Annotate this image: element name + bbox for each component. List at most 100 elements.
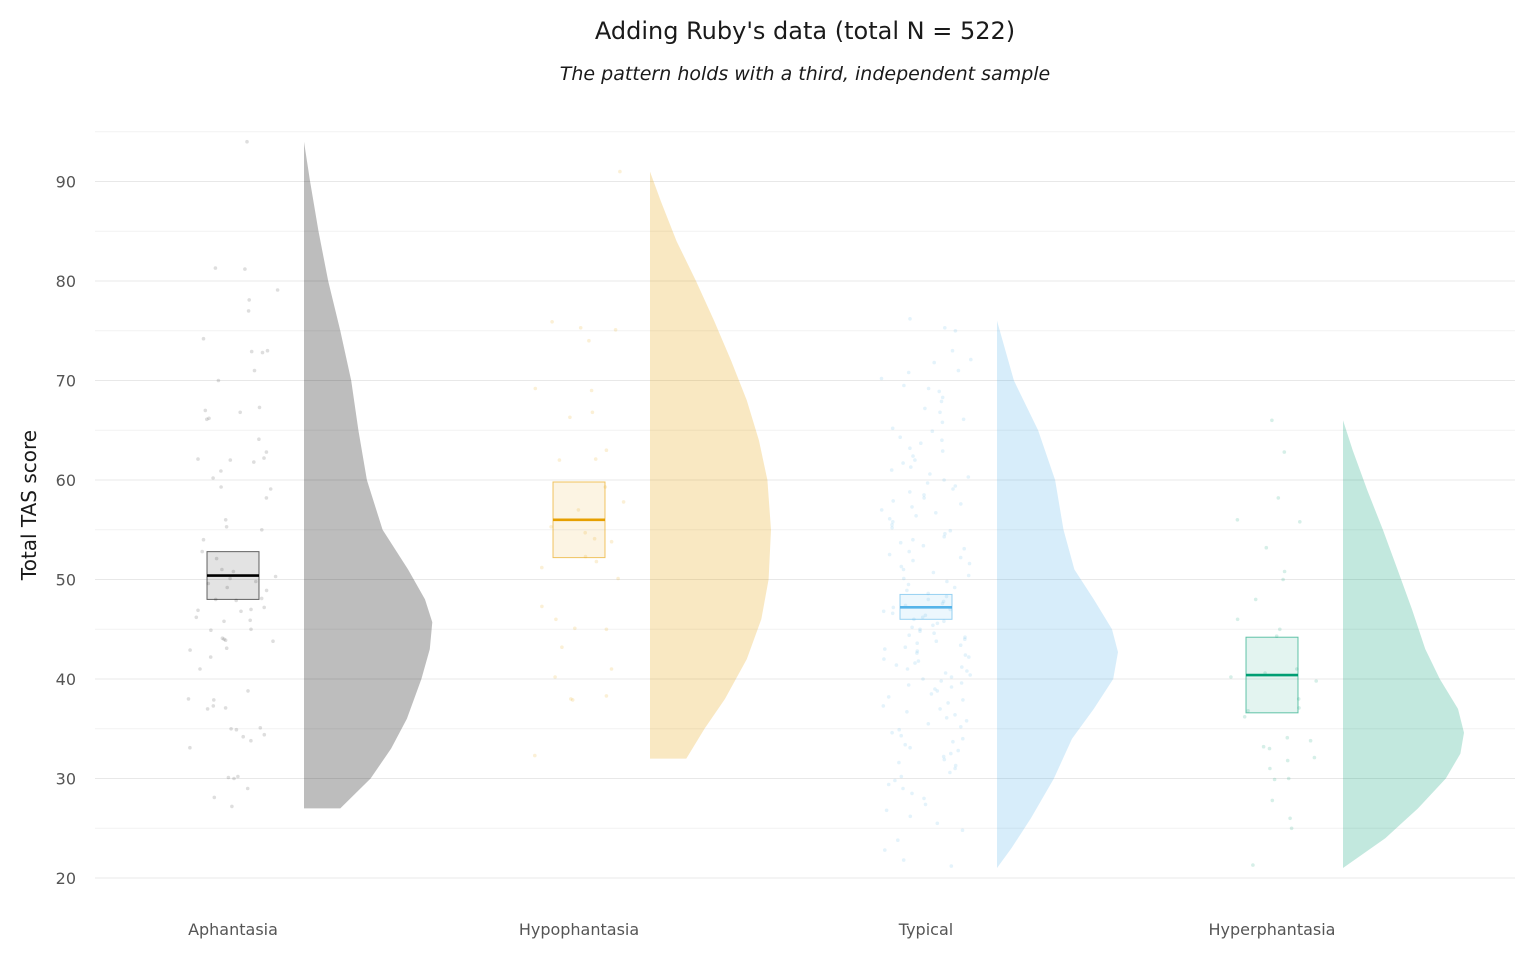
data-point xyxy=(196,608,200,613)
group-aphantasia xyxy=(186,139,433,809)
data-point xyxy=(898,435,902,440)
data-point xyxy=(899,774,904,779)
data-point xyxy=(908,446,912,451)
data-point xyxy=(247,298,251,302)
data-point xyxy=(942,757,947,762)
x-tick-label: Hyperphantasia xyxy=(1209,920,1336,939)
data-point xyxy=(915,649,920,653)
data-point xyxy=(219,469,223,473)
data-point xyxy=(905,710,909,714)
y-tick-label: 30 xyxy=(56,770,76,789)
data-point xyxy=(922,493,926,497)
data-point xyxy=(949,675,954,679)
data-point xyxy=(934,639,939,643)
data-point xyxy=(906,370,911,375)
data-point xyxy=(940,601,945,606)
data-point xyxy=(1285,758,1290,763)
data-point xyxy=(578,326,583,330)
data-point xyxy=(967,655,971,659)
data-point xyxy=(908,490,912,494)
data-point xyxy=(899,564,904,569)
data-point xyxy=(249,738,253,743)
data-point xyxy=(262,732,267,737)
data-point xyxy=(573,626,577,631)
data-point xyxy=(890,730,894,735)
density-typical xyxy=(997,320,1118,869)
data-point xyxy=(958,643,963,647)
data-point xyxy=(249,349,254,354)
data-point xyxy=(228,576,232,581)
data-point xyxy=(896,838,900,842)
density-hyperphantasia xyxy=(1343,420,1464,869)
data-point xyxy=(550,320,554,324)
data-point xyxy=(903,742,907,747)
density-aphantasia xyxy=(304,141,433,809)
data-point xyxy=(549,525,553,529)
data-point xyxy=(940,438,944,443)
data-point xyxy=(205,707,210,711)
data-point xyxy=(951,487,955,491)
x-axis-ticks: Aphantasia Hypophantasia Typical Hyperphant… xyxy=(188,920,1335,939)
data-point xyxy=(883,647,887,651)
data-point xyxy=(968,673,972,677)
data-point xyxy=(928,472,932,476)
data-point xyxy=(576,508,581,512)
data-point xyxy=(913,458,917,462)
data-point xyxy=(902,383,906,388)
data-point xyxy=(231,569,236,574)
data-point xyxy=(883,848,887,852)
x-tick-label: Hypophantasia xyxy=(519,920,639,939)
data-point xyxy=(593,457,598,461)
data-point xyxy=(216,378,221,383)
data-point xyxy=(915,651,919,655)
data-point xyxy=(881,609,886,614)
data-point xyxy=(941,599,946,604)
data-point xyxy=(964,719,969,723)
data-point xyxy=(891,605,896,610)
data-point xyxy=(913,661,917,665)
data-point xyxy=(886,782,891,787)
y-axis-label: Total TAS score xyxy=(17,430,41,581)
data-point xyxy=(944,594,949,599)
data-point xyxy=(1235,518,1240,522)
data-point xyxy=(205,417,209,422)
data-point xyxy=(560,645,564,649)
data-point xyxy=(583,530,587,535)
data-point xyxy=(901,786,905,791)
data-point xyxy=(901,858,906,862)
data-point xyxy=(910,505,914,509)
data-point xyxy=(252,368,257,373)
data-point xyxy=(949,864,954,868)
data-point xyxy=(604,694,609,698)
chart-title: Adding Ruby's data (total N = 522) xyxy=(595,17,1015,45)
data-point xyxy=(587,338,591,343)
data-point xyxy=(245,139,249,144)
data-point xyxy=(890,426,895,431)
data-point xyxy=(533,386,538,391)
data-point xyxy=(260,350,265,355)
data-point xyxy=(222,619,226,624)
data-point xyxy=(211,476,215,480)
data-point xyxy=(211,704,216,708)
data-point xyxy=(232,776,236,781)
data-point xyxy=(890,523,894,527)
data-point xyxy=(963,653,968,657)
data-point xyxy=(569,697,573,701)
data-point xyxy=(909,465,913,469)
data-point xyxy=(938,410,942,415)
data-point xyxy=(264,450,269,454)
data-point xyxy=(948,528,953,533)
y-tick-label: 50 xyxy=(56,571,76,590)
data-point xyxy=(245,786,250,791)
data-point xyxy=(1242,715,1247,719)
data-point xyxy=(952,585,957,590)
data-point xyxy=(223,638,228,642)
data-point xyxy=(939,399,944,404)
data-point xyxy=(932,631,936,635)
data-point xyxy=(948,770,952,775)
data-point xyxy=(246,689,250,693)
data-point xyxy=(212,795,217,800)
data-point xyxy=(908,745,912,750)
data-point xyxy=(613,328,618,332)
